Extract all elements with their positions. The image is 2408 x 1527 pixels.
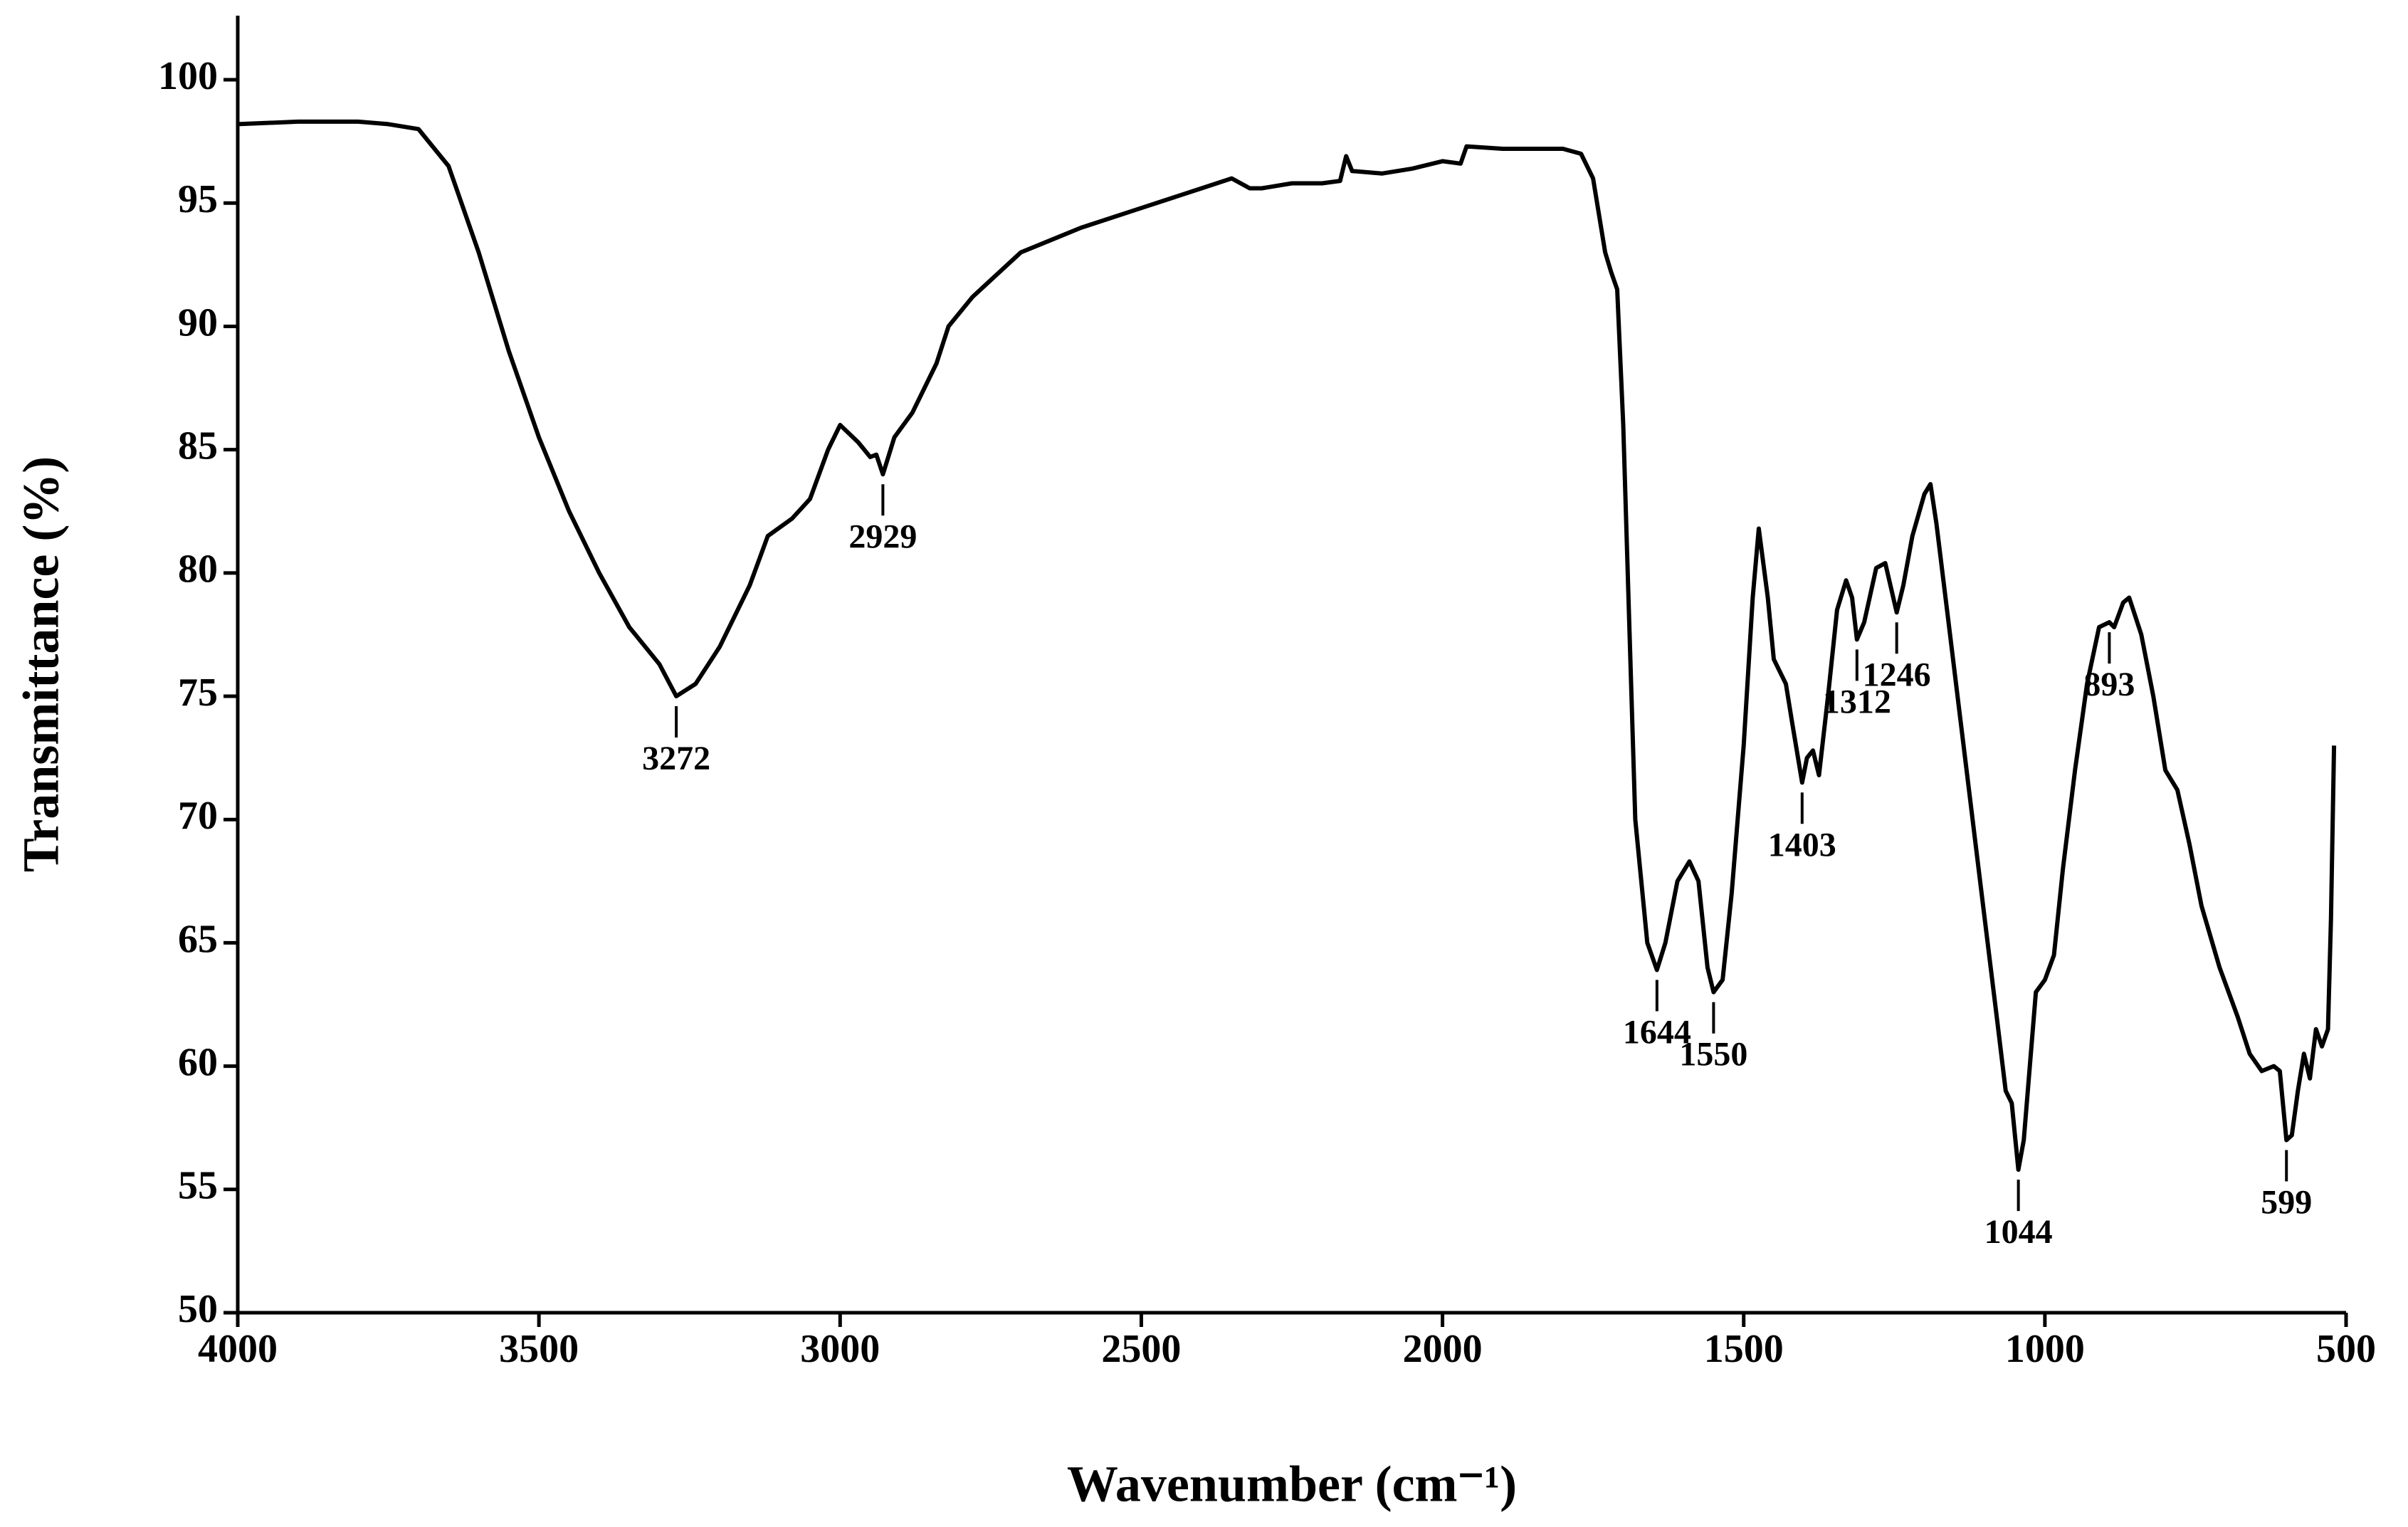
y-tick-label: 95 (178, 177, 218, 221)
peak-label: 1550 (1679, 1036, 1747, 1074)
y-tick-label: 75 (178, 671, 218, 715)
x-tick-label: 500 (2316, 1327, 2376, 1371)
x-tick-label: 3500 (499, 1327, 579, 1371)
peak-label: 1312 (1823, 683, 1891, 720)
peak-label: 893 (2083, 666, 2135, 703)
peak-label: 1644 (1623, 1014, 1691, 1051)
spectrum-line (237, 119, 2337, 1172)
y-tick-label: 80 (178, 547, 218, 592)
y-tick-label: 55 (178, 1164, 218, 1208)
y-tick-label: 60 (178, 1040, 218, 1084)
y-tick-label: 85 (178, 424, 218, 468)
y-tick-label: 70 (178, 794, 218, 838)
x-tick-label: 2000 (1403, 1327, 1483, 1371)
peak-label: 599 (2261, 1184, 2312, 1222)
peak-label: 2929 (848, 518, 917, 555)
peak-label: 3272 (642, 740, 710, 777)
x-tick-label: 2500 (1101, 1327, 1181, 1371)
x-axis-title: Wavenumber (cm⁻¹) (1067, 1456, 1517, 1513)
peak-label: 1246 (1863, 656, 1931, 693)
x-tick-label: 3000 (800, 1327, 880, 1371)
peak-label: 1044 (1984, 1213, 2053, 1251)
y-tick-label: 100 (158, 54, 218, 98)
y-axis-title: Transmittance (%) (13, 456, 70, 873)
y-tick-label: 90 (178, 300, 218, 345)
y-tick-label: 65 (178, 917, 218, 961)
x-tick-label: 1000 (2005, 1327, 2085, 1371)
peak-label: 1403 (1768, 826, 1836, 864)
x-tick-label: 1500 (1704, 1327, 1784, 1371)
y-tick-label: 50 (178, 1287, 218, 1331)
x-tick-label: 4000 (198, 1327, 278, 1371)
